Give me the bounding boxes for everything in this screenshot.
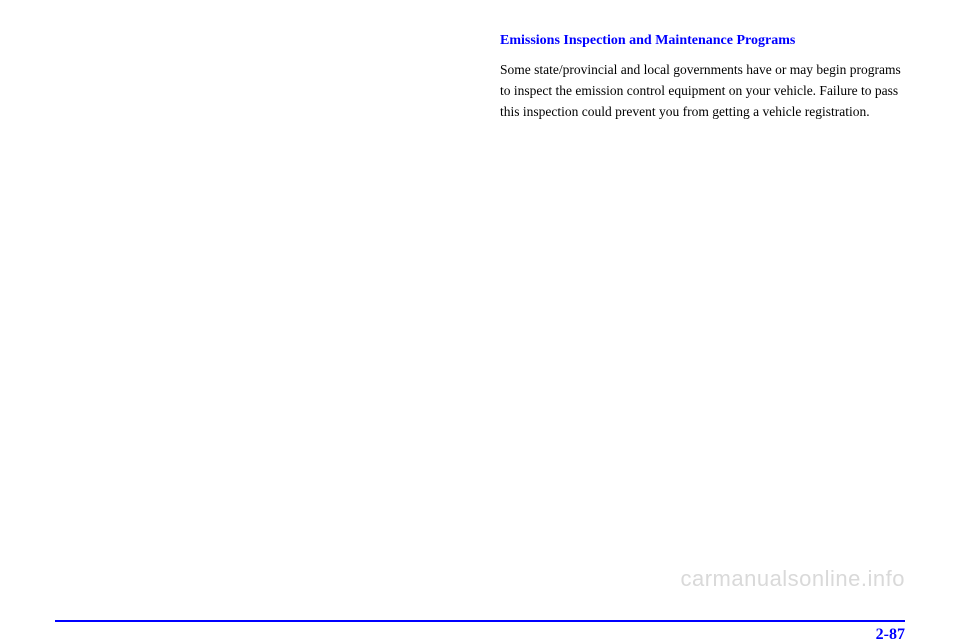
page-number: 2-87 bbox=[868, 626, 905, 644]
left-column bbox=[55, 30, 460, 560]
page-content: Emissions Inspection and Maintenance Pro… bbox=[0, 0, 960, 560]
watermark-text: carmanualsonline.info bbox=[680, 566, 905, 592]
heading-para-1: Some state/provincial and local governme… bbox=[500, 60, 905, 123]
right-column: Emissions Inspection and Maintenance Pro… bbox=[500, 30, 905, 560]
section-heading: Emissions Inspection and Maintenance Pro… bbox=[500, 30, 905, 52]
footer-rule bbox=[55, 620, 905, 622]
page-footer: 2-87 bbox=[55, 620, 905, 622]
